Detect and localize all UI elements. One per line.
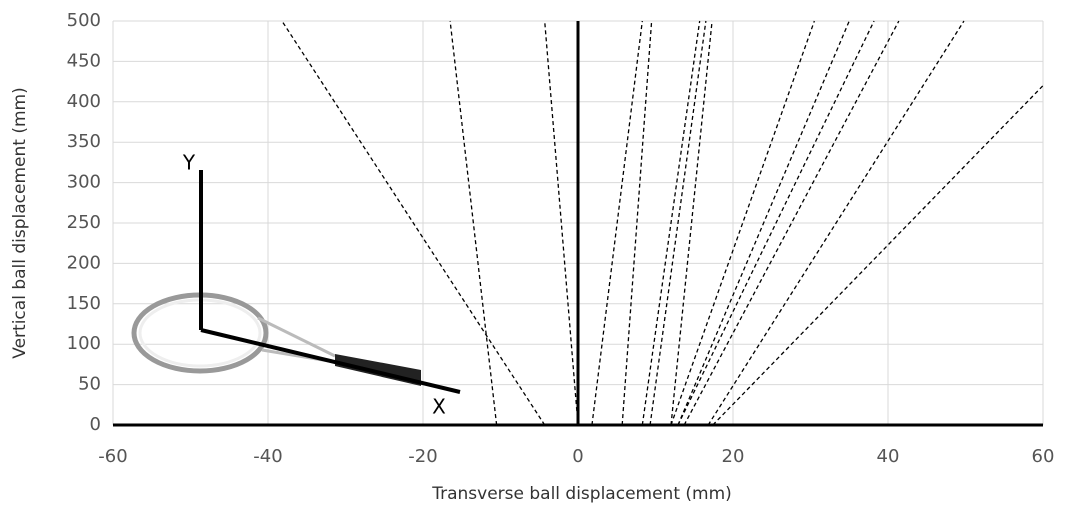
trajectory-line xyxy=(670,20,713,426)
trajectory-line xyxy=(591,20,643,426)
y-tick-label: 150 xyxy=(67,293,101,314)
lines xyxy=(281,20,1044,426)
y-tick-label: 450 xyxy=(67,50,101,71)
x-tick-label: 40 xyxy=(877,446,900,467)
y-axis-title: Vertical ball displacement (mm) xyxy=(10,87,30,358)
trajectory-line xyxy=(649,20,707,426)
trajectory-line xyxy=(677,20,875,426)
trajectory-line xyxy=(544,20,579,426)
y-tick-label: 500 xyxy=(67,10,101,31)
x-tick-label: -60 xyxy=(98,446,127,467)
trajectory-line xyxy=(677,20,850,426)
trajectory-line xyxy=(641,20,701,426)
frame-x-label: X xyxy=(432,395,446,419)
trajectory-line xyxy=(707,20,965,426)
y-tick-label: 300 xyxy=(67,172,101,193)
x-tick-label: 60 xyxy=(1032,446,1055,467)
trajectory-line xyxy=(670,20,815,426)
frame-y-label: Y xyxy=(182,151,196,175)
y-tick-label: 200 xyxy=(67,252,101,273)
x-tick-label: 0 xyxy=(572,446,583,467)
x-tick-label: 20 xyxy=(722,446,745,467)
racket: Y X xyxy=(131,151,461,419)
y-tick-label: 250 xyxy=(67,212,101,233)
y-tick-label: 100 xyxy=(67,333,101,354)
x-tick-label: -20 xyxy=(408,446,437,467)
frame-x-axis xyxy=(200,328,461,394)
racket-throat xyxy=(257,316,336,364)
y-tick-label: 0 xyxy=(90,414,101,435)
y-tick-label: 50 xyxy=(78,374,101,395)
y-tick-label: 400 xyxy=(67,91,101,112)
trajectory-line xyxy=(621,20,653,426)
trajectory-line xyxy=(683,20,900,426)
x-axis-title: Transverse ball displacement (mm) xyxy=(431,484,732,504)
trajectory-line xyxy=(449,20,498,426)
trajectory-line xyxy=(712,85,1044,426)
trajectory-line xyxy=(281,20,546,426)
x-tick-label: -40 xyxy=(253,446,282,467)
y-tick-label: 350 xyxy=(67,131,101,152)
